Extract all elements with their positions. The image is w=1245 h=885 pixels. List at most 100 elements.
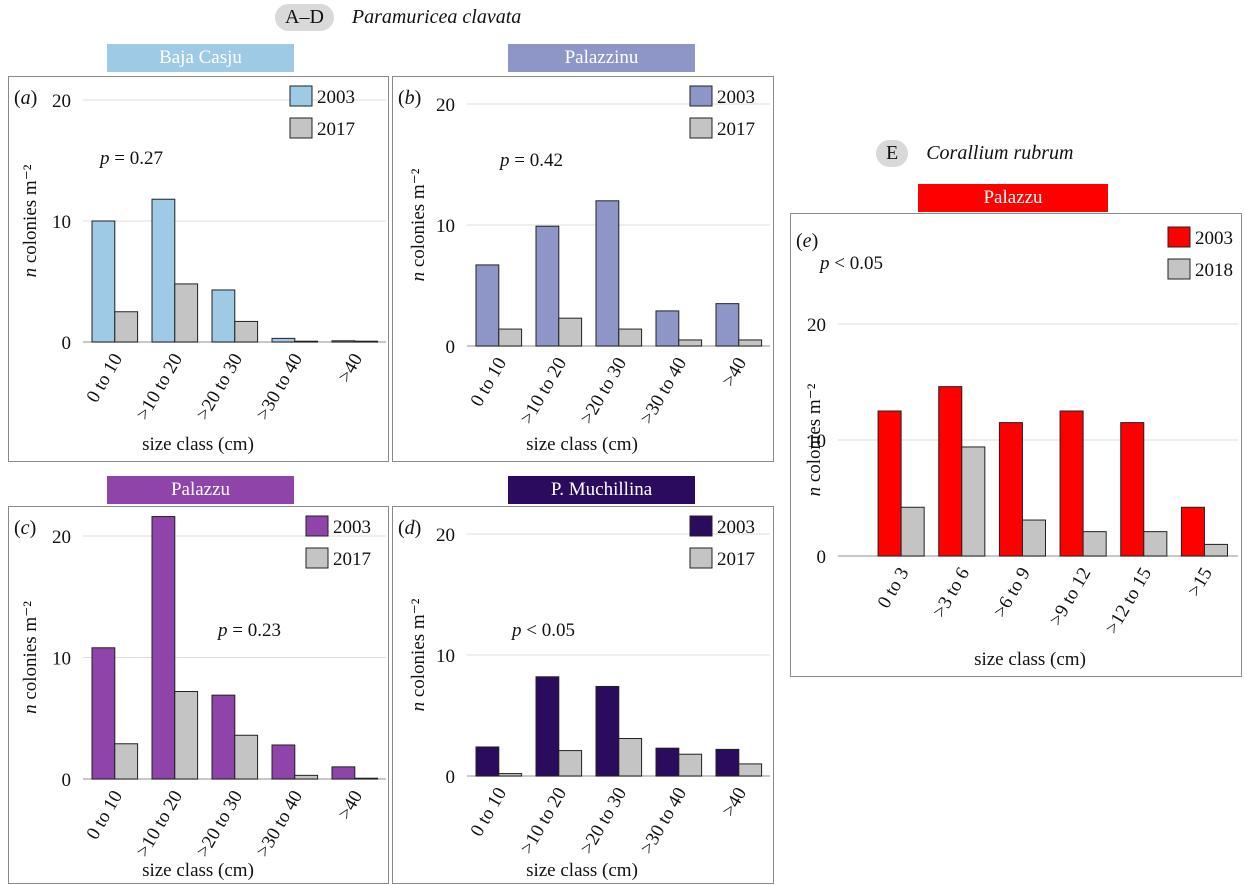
x-tick-label: >9 to 12 — [1046, 564, 1096, 629]
chart-panel-c: (c) 0 10 20 n colonies m⁻² p = 0.23 0 to 10 >10… — [14, 515, 386, 881]
bar — [331, 766, 356, 780]
bar — [678, 339, 703, 347]
bar — [271, 744, 296, 780]
x-tick-label: >10 to 20 — [132, 787, 187, 861]
site-banner-e: Palazzu — [918, 184, 1108, 212]
x-tick-label: 0 to 10 — [83, 350, 128, 406]
y-tick-label: 0 — [62, 770, 72, 791]
p-value-label: p = 0.42 — [498, 150, 563, 171]
legend-label: 2003 — [717, 517, 755, 538]
bar — [211, 694, 236, 780]
panel-label: (c) — [14, 517, 36, 539]
bar — [595, 685, 620, 777]
y-tick-label: 20 — [52, 91, 71, 112]
group-header-corallium: E Corallium rubrum — [876, 140, 1073, 167]
bar — [498, 773, 523, 777]
x-tick-label: >15 — [1184, 564, 1217, 600]
site-banner-a: Baja Casju — [107, 44, 294, 72]
bar — [1203, 543, 1229, 557]
bar — [655, 310, 680, 347]
x-tick-label: >30 to 40 — [252, 350, 307, 424]
legend-swatch — [689, 85, 713, 107]
y-tick-label: 10 — [52, 649, 71, 670]
bar — [961, 446, 986, 557]
bar — [211, 289, 236, 343]
x-tick-label: 0 to 3 — [874, 564, 914, 612]
x-tick-label: >20 to 30 — [576, 354, 631, 428]
bar — [475, 264, 500, 347]
x-axis-label: size class (cm) — [142, 860, 254, 881]
site-banner-c: Palazzu — [107, 476, 294, 504]
group-header-paramuricea: A–D Paramuricea clavata — [275, 4, 521, 31]
bar — [354, 340, 379, 343]
panel-frame-b — [392, 76, 774, 462]
panel-frame-d — [392, 506, 774, 884]
legend-swatch — [689, 547, 713, 569]
bar — [234, 320, 259, 343]
x-tick-label: >20 to 30 — [192, 350, 247, 424]
y-axis-label: n colonies m⁻² — [20, 601, 41, 714]
bar — [655, 747, 680, 777]
legend-label: 2017 — [717, 549, 755, 570]
bar — [174, 283, 199, 343]
legend-label: 2003 — [717, 87, 755, 108]
species-name: Paramuricea clavata — [351, 6, 522, 28]
bar — [938, 386, 963, 557]
bar — [151, 198, 176, 343]
bar — [535, 225, 560, 347]
site-banner-b: Palazzinu — [508, 44, 695, 72]
y-tick-label: 0 — [817, 547, 827, 568]
legend-swatch — [305, 547, 329, 569]
y-tick-label: 0 — [446, 337, 456, 358]
legend-label: 2018 — [1195, 260, 1233, 281]
x-tick-label: >40 — [334, 350, 367, 386]
species-name: Corallium rubrum — [926, 142, 1074, 164]
y-tick-label: 20 — [52, 527, 71, 548]
bar — [877, 410, 902, 557]
legend-label: 2003 — [1195, 228, 1233, 249]
bar — [738, 763, 763, 777]
bar — [900, 506, 925, 557]
bar — [715, 303, 740, 347]
bar — [498, 328, 523, 347]
bar — [294, 340, 319, 343]
legend-label: 2017 — [333, 549, 371, 570]
legend-swatch — [689, 117, 713, 139]
bar — [1082, 531, 1107, 557]
x-tick-label: >40 — [334, 787, 367, 823]
bar — [475, 746, 500, 777]
legend-swatch — [1167, 258, 1191, 280]
x-tick-label: >10 to 20 — [516, 354, 571, 428]
x-tick-label: >30 to 40 — [636, 354, 691, 428]
bar — [354, 777, 379, 780]
p-value-label: p = 0.23 — [216, 620, 281, 641]
legend-swatch — [689, 515, 713, 537]
x-tick-label: >30 to 40 — [636, 784, 691, 858]
x-tick-label: 0 to 10 — [83, 787, 128, 843]
x-axis-label: size class (cm) — [142, 434, 254, 455]
legend-swatch — [1167, 226, 1191, 248]
group-badge: E — [876, 140, 909, 167]
y-tick-label: 10 — [807, 431, 826, 452]
bar — [558, 750, 583, 777]
x-tick-label: >20 to 30 — [576, 784, 631, 858]
y-tick-label: 20 — [436, 525, 455, 546]
x-tick-label: >3 to 6 — [929, 564, 974, 621]
x-tick-label: >40 — [718, 784, 751, 820]
bar — [1143, 531, 1168, 557]
y-axis-label: n colonies m⁻² — [408, 168, 429, 281]
bar — [294, 774, 319, 780]
bar — [91, 647, 116, 780]
bar — [558, 317, 583, 347]
bar — [114, 311, 139, 343]
legend-label: 2017 — [317, 119, 355, 140]
bar — [998, 422, 1023, 557]
chart-panel-e: (e) 0 10 20 n colonies m⁻² p < 0.05 0 to 3 >3 t… — [796, 226, 1238, 670]
bar — [271, 337, 296, 343]
y-tick-label: 10 — [52, 212, 71, 233]
x-tick-label: >20 to 30 — [192, 787, 247, 861]
legend-swatch — [289, 85, 313, 107]
x-axis-label: size class (cm) — [526, 434, 638, 455]
legend-swatch — [289, 117, 313, 139]
panel-label: (b) — [398, 87, 421, 109]
